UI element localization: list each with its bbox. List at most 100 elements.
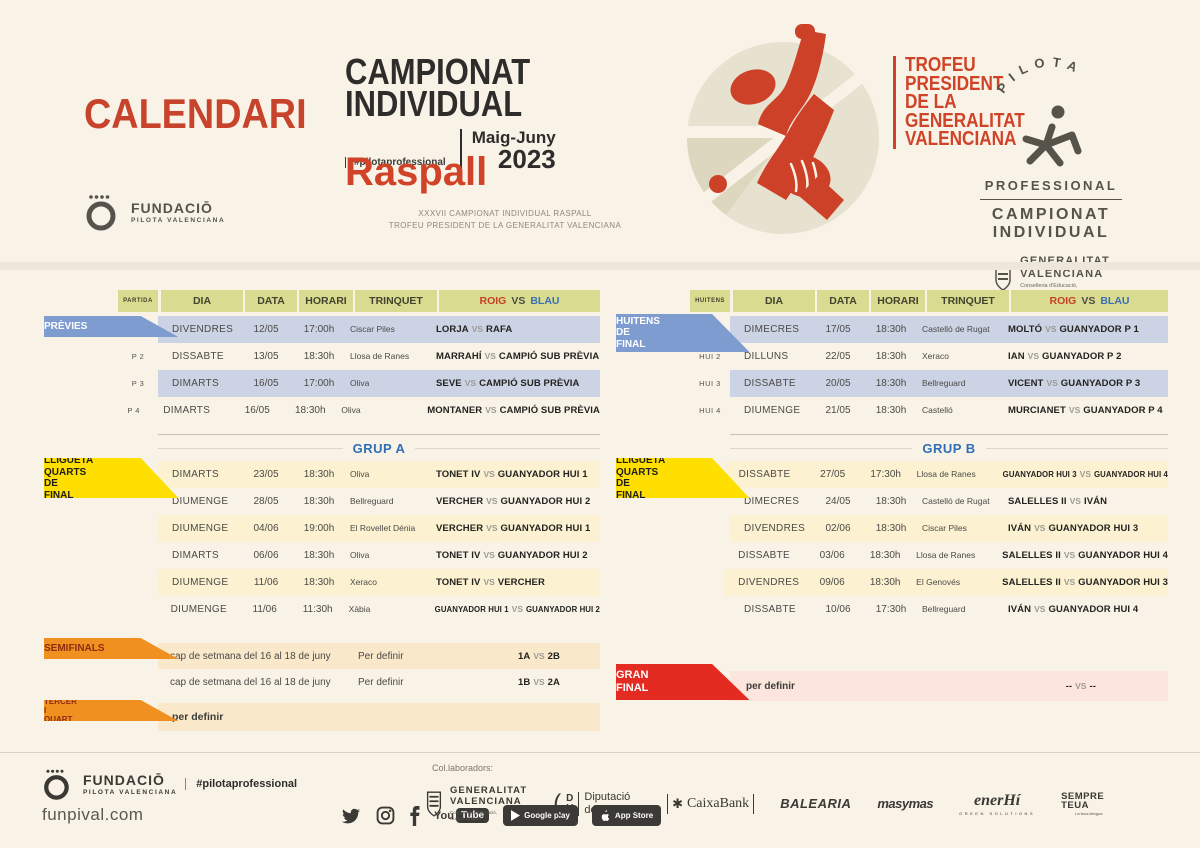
collaborator-masymas: masymas bbox=[877, 796, 934, 812]
collaborator-sempre-teua: SEMPRE TEUA La teua llengua bbox=[1061, 790, 1105, 816]
match-cell: SALELLES II VS GUANYADOR HUI 3 bbox=[1002, 577, 1168, 588]
fundacio-sub: PILOTA VALENCIANA bbox=[131, 217, 226, 224]
gran-final-section: per definir -- VS -- bbox=[612, 671, 1168, 701]
fundacio-name: FUNDACIŌ bbox=[83, 772, 165, 788]
dv-divider bbox=[578, 791, 580, 816]
table-row: HUI 2 DILLUNS 22/05 18:30h Xeraco IAN VS G… bbox=[690, 343, 1168, 370]
player-illustration-icon bbox=[676, 24, 892, 234]
twitter-icon[interactable] bbox=[340, 807, 362, 825]
match-cell: 1B VS 2A bbox=[517, 676, 561, 688]
tercer-quart-section: per definir bbox=[40, 703, 600, 731]
match-cell: MONTANER VS CAMPIÓ SUB PRÈVIA bbox=[427, 405, 600, 416]
trinquet-header: TRINQUET bbox=[355, 290, 437, 312]
pilota-professional-logo: PILOTA PROFESSIONAL CAMPIONAT INDIVIDUAL bbox=[972, 42, 1130, 299]
divider-strip bbox=[0, 262, 1200, 270]
individual-label: INDIVIDUAL bbox=[992, 224, 1110, 242]
svg-text:PILOTA: PILOTA bbox=[994, 54, 1086, 96]
collaborator-enerhi: enerHí GREEN SOLUTIONS bbox=[959, 791, 1036, 816]
page-title: CALENDARI bbox=[84, 90, 307, 137]
instagram-icon[interactable] bbox=[376, 806, 395, 825]
table-row: P 3 DIMARTS 16/05 17:00h Oliva SEVE VS CAM… bbox=[118, 370, 600, 397]
dates: Maig-Juny 2023 bbox=[459, 129, 556, 173]
campionat-label: CAMPIONAT bbox=[991, 206, 1111, 223]
bracket-right bbox=[753, 793, 755, 814]
table-header: HUITENS DIA DATA HORARI TRINQUET ROIG VS B… bbox=[690, 290, 1168, 312]
dv-paren-icon: ( bbox=[553, 789, 562, 817]
hashtag: #pilotaprofessional bbox=[345, 157, 446, 169]
match-cell: SEVE VS CAMPIÓ SUB PRÈVIA bbox=[436, 378, 580, 389]
huitens-section: HUITENS DIA DATA HORARI TRINQUET ROIG VS B… bbox=[612, 290, 1168, 424]
fundacio-ring-icon bbox=[44, 769, 69, 800]
match-header: ROIG VS BLAU bbox=[1011, 290, 1168, 312]
play-triangle-icon bbox=[511, 810, 521, 821]
partida-header: PARTIDA bbox=[118, 290, 158, 312]
table-row: DIMECRES 24/05 18:30h Castelló de Rugat … bbox=[690, 488, 1168, 515]
table-row: DISSABTE 27/05 17:30h Llosa de Ranes GUA… bbox=[690, 461, 1168, 488]
pilota-arc-text: PILOTA bbox=[994, 54, 1086, 96]
bracket-left bbox=[667, 793, 669, 814]
match-cell: VERCHER VS GUANYADOR HUI 2 bbox=[436, 496, 591, 507]
youtube-icon[interactable]: You Tube bbox=[434, 808, 490, 823]
dia-header: DIA bbox=[733, 290, 815, 312]
match-cell: SALELLES II VS GUANYADOR HUI 4 bbox=[1002, 550, 1168, 561]
fundacio-name: FUNDACIŌ bbox=[131, 200, 213, 216]
match-cell: MARRAHÍ VS CAMPIÓ SUB PRÈVIA bbox=[436, 351, 600, 362]
star-player-icon bbox=[1022, 105, 1082, 167]
google-play-badge[interactable]: Google play bbox=[503, 805, 578, 826]
match-cell: LORJA VS RAFA bbox=[436, 324, 513, 335]
match-cell: IVÁN VS GUANYADOR HUI 4 bbox=[1008, 604, 1139, 615]
app-store-badge[interactable]: App Store bbox=[591, 805, 662, 826]
table-row: HUI 1 DIMECRES 17/05 18:30h Castelló de … bbox=[690, 316, 1168, 343]
match-cell: 1A VS 2B bbox=[517, 650, 561, 662]
previes-section: PARTIDA DIA DATA HORARI TRINQUET ROIG VS B… bbox=[40, 290, 600, 424]
huitens-header: HUITENS bbox=[690, 290, 730, 312]
table-header: PARTIDA DIA DATA HORARI TRINQUET ROIG VS B… bbox=[118, 290, 600, 312]
horari-header: HORARI bbox=[871, 290, 925, 312]
table-row: DIMARTS 06/06 18:30h Oliva TONET IV VS GUA… bbox=[118, 542, 600, 569]
match-cell: SALELLES II VS IVÁN bbox=[1008, 496, 1108, 507]
match-cell: IAN VS GUANYADOR P 2 bbox=[1008, 351, 1122, 362]
table-row: DIMARTS 23/05 18:30h Oliva TONET IV VS GUA… bbox=[118, 461, 600, 488]
website-link[interactable]: funpival.com bbox=[42, 805, 144, 824]
match-cell: VICENT VS GUANYADOR P 3 bbox=[1008, 378, 1141, 389]
facebook-icon[interactable] bbox=[409, 805, 420, 826]
match-cell: MURCIANET VS GUANYADOR P 4 bbox=[1008, 405, 1163, 416]
collaborator-balearia: BALEARIA bbox=[780, 796, 852, 812]
table-row: DIUMENGE 28/05 18:30h Bellreguard VERCHE… bbox=[118, 488, 600, 515]
subtitle: XXXVII CAMPIONAT INDIVIDUAL RASPALL TROF… bbox=[388, 209, 622, 230]
table-row: DIVENDRES 02/06 18:30h Ciscar Piles IVÁN… bbox=[690, 515, 1168, 542]
semifinals-section: cap de setmana del 16 al 18 de juny Per … bbox=[40, 643, 600, 695]
match-cell: -- VS -- bbox=[1065, 680, 1096, 692]
table-row: HUI 3 DISSABTE 20/05 18:30h Bellreguard … bbox=[690, 370, 1168, 397]
gva-emblem-icon bbox=[426, 791, 442, 817]
match-cell: TONET IV VS GUANYADOR HUI 2 bbox=[436, 550, 588, 561]
table-row: DIUMENGE 11/06 11:30h Xàbia GUANYADOR HU… bbox=[170, 603, 600, 615]
footer: FUNDACIŌ PILOTA VALENCIANA #pilotaprofes… bbox=[0, 752, 1200, 848]
fundacio-logo-footer: FUNDACIŌ PILOTA VALENCIANA bbox=[42, 767, 177, 801]
horari-header: HORARI bbox=[299, 290, 353, 312]
data-header: DATA bbox=[245, 290, 297, 312]
table-row: DISSABTE 03/06 18:30h Llosa de Ranes SAL… bbox=[738, 549, 1168, 561]
table-row: DIUMENGE 04/06 19:00h El Rovellet Dénia … bbox=[118, 515, 600, 542]
trinquet-header: TRINQUET bbox=[927, 290, 1009, 312]
match-cell: GUANYADOR HUI 1 VS GUANYADOR HUI 2 bbox=[434, 604, 600, 614]
fundacio-logo: FUNDACIŌ PILOTA VALENCIANA bbox=[84, 192, 225, 232]
caixabank-star-icon: ✱ bbox=[672, 795, 683, 811]
grup-b-title: GRUP B bbox=[730, 435, 1168, 461]
table-row: DIUMENGE 11/06 18:30h Xeraco TONET IV VS V… bbox=[118, 569, 600, 596]
table-row: per definir bbox=[118, 703, 600, 731]
table-row: DIVENDRES 09/06 18:30h El Genovés SALELL… bbox=[690, 569, 1168, 596]
fundacio-ring-icon bbox=[86, 195, 116, 231]
collaborator-generalitat: GENERALITAT VALENCIANA Conselleria d'Edu… bbox=[424, 785, 527, 822]
table-row: per definir -- VS -- bbox=[690, 671, 1168, 701]
tag-tercer-quart: TERCER I QUART bbox=[44, 700, 179, 721]
trophy-title: TROFEU PRESIDENT DE LA GENERALITAT VALEN… bbox=[893, 55, 1044, 149]
dia-header: DIA bbox=[161, 290, 243, 312]
header: CALENDARI FUNDACIŌ PILOTA VALENCIANA CAM… bbox=[0, 0, 1200, 297]
title-line-2: INDIVIDUAL bbox=[345, 82, 523, 124]
championship-title: CAMPIONAT INDIVIDUAL #pilotaprofessional… bbox=[345, 54, 1025, 173]
table-row: P 1 DIVENDRES 12/05 17:00h Ciscar Piles … bbox=[118, 316, 600, 343]
match-cell: IVÁN VS GUANYADOR HUI 3 bbox=[1008, 523, 1139, 534]
fundacio-sub: PILOTA VALENCIANA bbox=[83, 789, 178, 796]
